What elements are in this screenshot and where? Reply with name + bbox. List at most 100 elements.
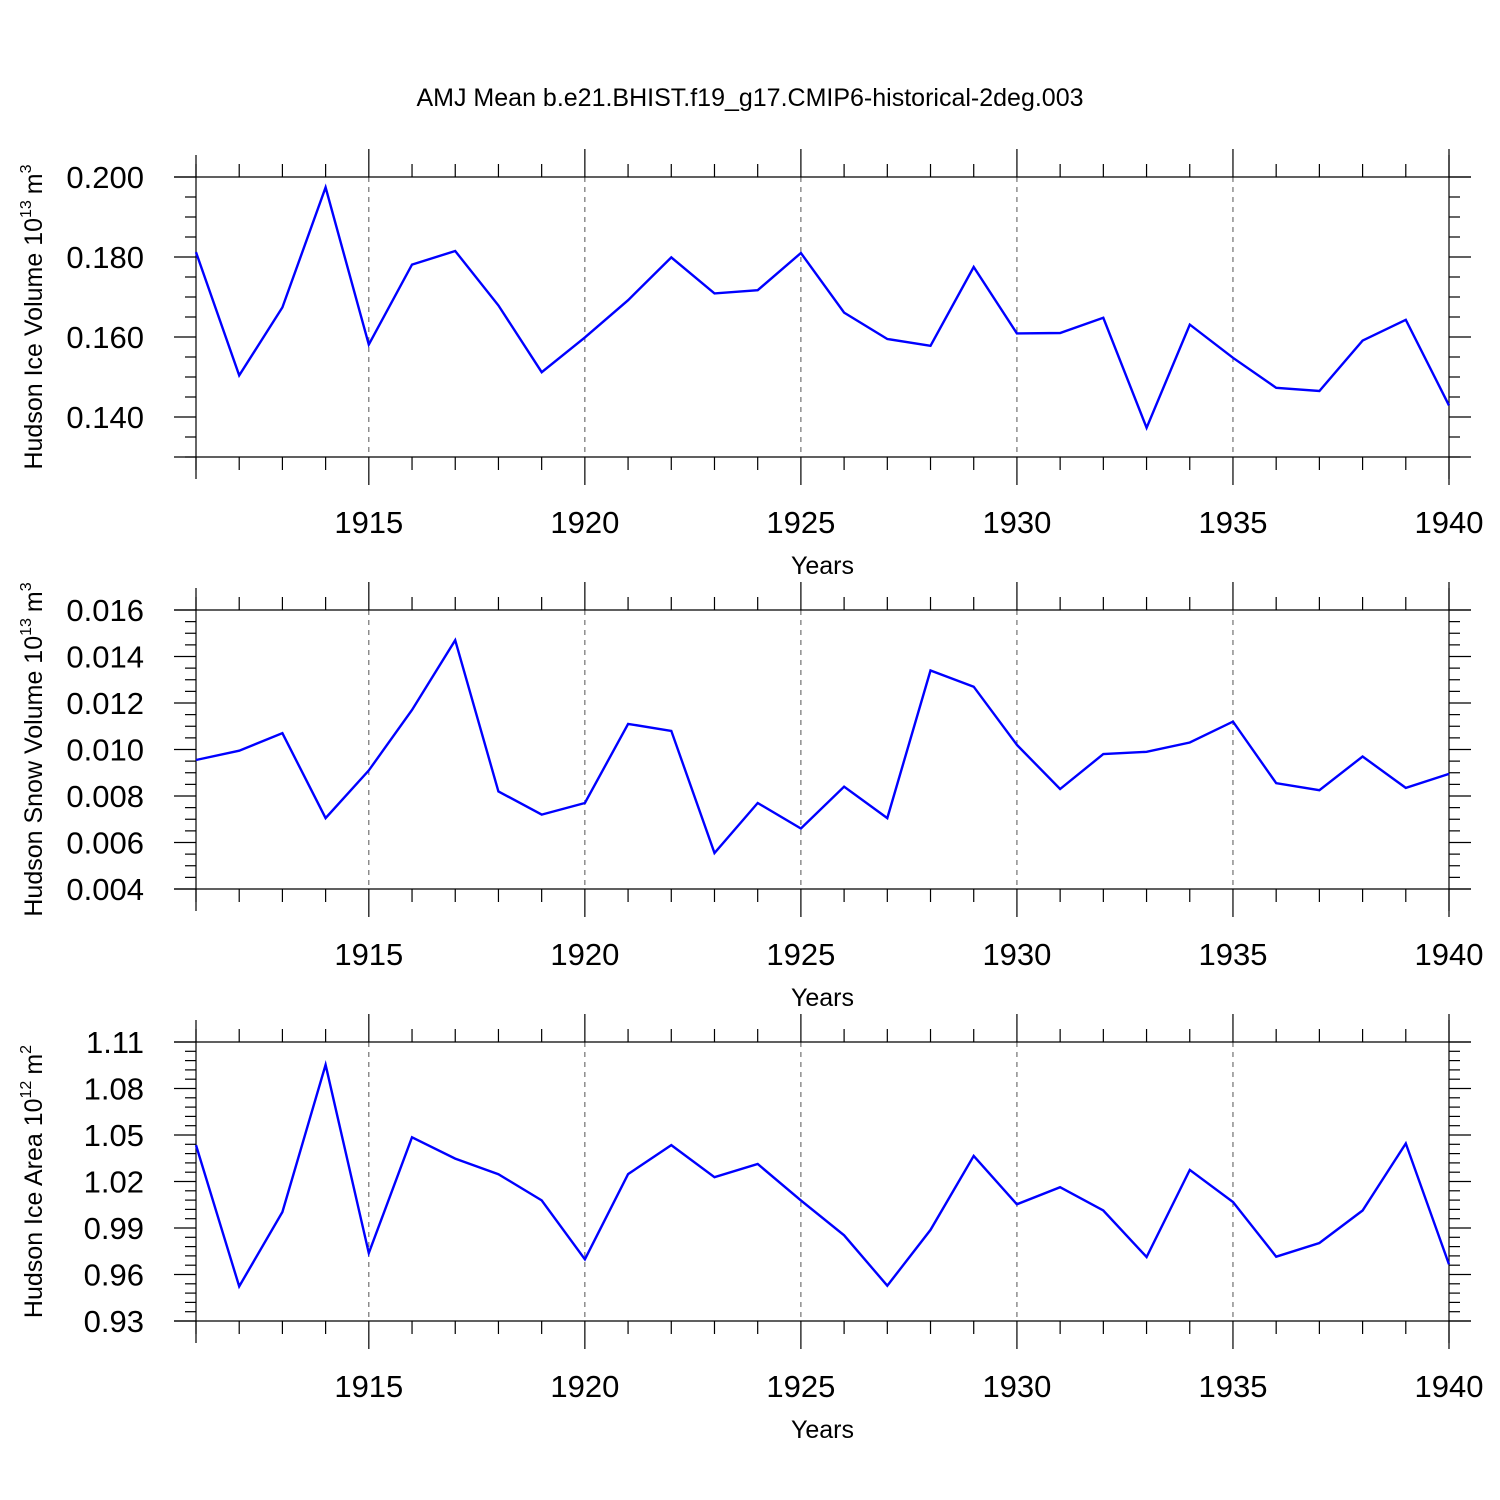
data-point xyxy=(842,1233,846,1237)
x-tick-label: 1940 xyxy=(1415,937,1484,972)
data-point xyxy=(1101,1208,1105,1212)
data-point xyxy=(540,370,544,374)
data-point xyxy=(453,249,457,253)
y-axis-label: Hudson Ice Area 1012 m2 xyxy=(18,1045,48,1318)
data-point xyxy=(626,1172,630,1176)
x-tick-label: 1915 xyxy=(334,937,403,972)
y-tick-label: 1.02 xyxy=(84,1165,144,1200)
data-point xyxy=(324,1063,328,1067)
data-point xyxy=(237,1284,241,1288)
data-point xyxy=(367,1251,371,1255)
x-tick-label: 1930 xyxy=(982,1369,1051,1404)
data-point xyxy=(799,827,803,831)
y-tick-label: 0.93 xyxy=(84,1304,144,1339)
data-point xyxy=(1404,786,1408,790)
data-point xyxy=(669,1143,673,1147)
data-point xyxy=(929,344,933,348)
y-tick-label: 0.014 xyxy=(66,640,144,675)
y-tick-label: 0.99 xyxy=(84,1211,144,1246)
x-tick-label: 1915 xyxy=(334,505,403,540)
x-tick-label: 1930 xyxy=(982,505,1051,540)
data-point xyxy=(885,337,889,341)
data-point xyxy=(496,1172,500,1176)
y-tick-label: 0.96 xyxy=(84,1258,144,1293)
data-point xyxy=(453,1157,457,1161)
y-axis-label-unit-exponent: 2 xyxy=(18,1045,35,1054)
data-point xyxy=(1231,1200,1235,1204)
data-point xyxy=(842,785,846,789)
data-point xyxy=(194,1143,198,1147)
y-tick-label: 0.012 xyxy=(66,686,144,721)
x-axis-label: Years xyxy=(791,984,854,1012)
series-line xyxy=(194,1060,1451,1290)
y-axis-label-unit: m xyxy=(20,173,48,194)
data-point xyxy=(280,1210,284,1214)
data-point xyxy=(1274,781,1278,785)
x-tick-label: 1915 xyxy=(334,1369,403,1404)
data-point xyxy=(1317,1241,1321,1245)
data-point xyxy=(1015,331,1019,335)
data-point xyxy=(1058,1185,1062,1189)
data-point xyxy=(842,311,846,315)
data-point xyxy=(1404,318,1408,322)
data-point xyxy=(1145,426,1149,430)
y-tick-label: 1.08 xyxy=(84,1072,144,1107)
data-point xyxy=(799,1198,803,1202)
ice-volume-panel: 0.140 0.160 0.180 0.200 1915 1920 1925 1930 1935… xyxy=(18,149,1483,580)
y-tick-label: 0.004 xyxy=(66,872,144,907)
snow-volume-panel: 0.004 0.006 0.008 0.010 0.012 0.014 0.016 1915 1… xyxy=(18,582,1483,1012)
data-point xyxy=(324,816,328,820)
y-axis-label-unit: m xyxy=(20,1054,48,1075)
data-point xyxy=(1188,323,1192,327)
data-point xyxy=(410,1135,414,1139)
data-point xyxy=(756,288,760,292)
data-point xyxy=(496,303,500,307)
y-axis-label-text: Hudson Ice Volume 10 xyxy=(20,218,48,470)
y-tick-label: 1.05 xyxy=(84,1118,144,1153)
x-tick-label: 1925 xyxy=(766,505,835,540)
data-point xyxy=(712,291,716,295)
y-axis-label: Hudson Ice Volume 1013 m3 xyxy=(18,164,48,469)
x-tick-label: 1935 xyxy=(1198,505,1267,540)
data-point xyxy=(669,255,673,259)
data-point xyxy=(237,749,241,753)
ice-area-panel: 0.93 0.96 0.99 1.02 1.05 1.08 1.11 1915 1920 1925… xyxy=(18,1014,1483,1444)
data-point xyxy=(324,185,328,189)
data-point xyxy=(756,1162,760,1166)
data-point xyxy=(885,1284,889,1288)
data-point xyxy=(1447,772,1451,776)
data-point xyxy=(1361,1208,1365,1212)
data-point xyxy=(1101,752,1105,756)
data-point xyxy=(1317,788,1321,792)
data-point xyxy=(1404,1142,1408,1146)
data-point xyxy=(583,801,587,805)
data-point xyxy=(972,685,976,689)
y-tick-label: 0.016 xyxy=(66,593,144,628)
y-tick-label: 0.200 xyxy=(66,160,144,195)
data-point xyxy=(799,251,803,255)
data-point xyxy=(410,708,414,712)
y-tick-label: 0.160 xyxy=(66,320,144,355)
series-line xyxy=(195,637,1450,856)
data-point xyxy=(1145,1255,1149,1259)
data-point xyxy=(712,851,716,855)
data-point xyxy=(194,758,198,762)
data-point xyxy=(237,373,241,377)
data-point xyxy=(1361,754,1365,758)
x-tick-label: 1940 xyxy=(1415,505,1484,540)
data-point xyxy=(1447,403,1451,407)
data-point xyxy=(1015,743,1019,747)
data-point xyxy=(496,789,500,793)
data-point xyxy=(280,305,284,309)
y-tick-label: 0.010 xyxy=(66,733,144,768)
y-axis-label-exponent: 13 xyxy=(18,200,35,218)
data-point xyxy=(1361,339,1365,343)
data-point xyxy=(626,722,630,726)
y-axis-label-exponent: 12 xyxy=(18,1081,35,1099)
y-axis-label-text: Hudson Ice Area 10 xyxy=(20,1098,48,1318)
x-axis-label: Years xyxy=(791,1416,854,1444)
y-axis-label-unit-exponent: 3 xyxy=(18,582,35,591)
x-tick-label: 1935 xyxy=(1198,937,1267,972)
data-point xyxy=(1274,1255,1278,1259)
